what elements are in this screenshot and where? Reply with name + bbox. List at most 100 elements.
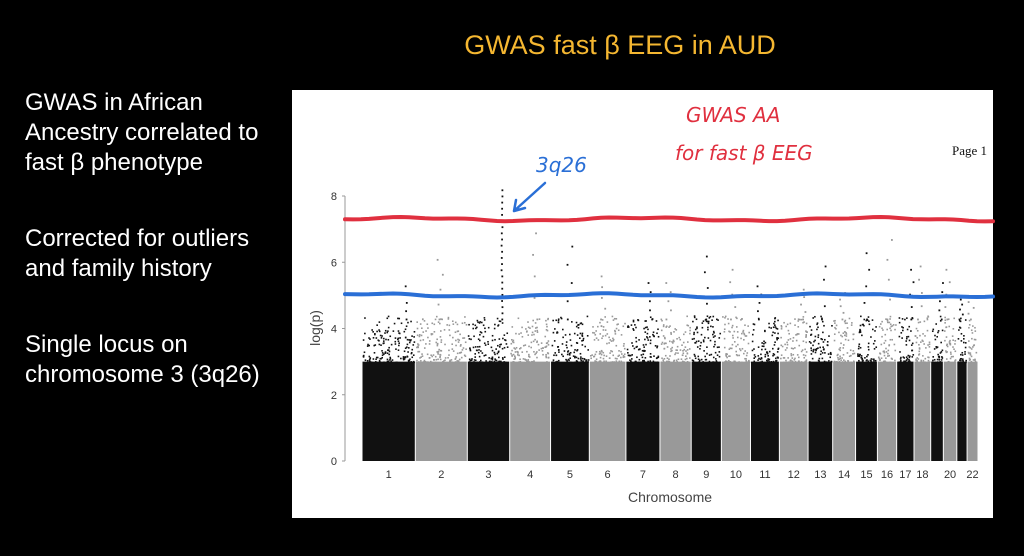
snp-point <box>761 345 764 347</box>
snp-point <box>730 318 732 321</box>
snp-point <box>730 361 732 364</box>
snp-point <box>873 358 875 361</box>
snp-point <box>368 337 370 339</box>
snp-point <box>959 359 961 362</box>
snp-point <box>889 361 891 364</box>
snp-point <box>484 327 486 330</box>
snp-point <box>518 333 520 335</box>
dense-points-band <box>721 361 750 461</box>
snp-point <box>470 338 472 341</box>
snp-point <box>485 360 487 362</box>
snp-point <box>450 359 453 361</box>
snp-point <box>946 318 949 321</box>
snp-point <box>957 338 960 340</box>
snp-point <box>800 303 802 306</box>
snp-point <box>611 361 614 363</box>
snp-point <box>670 350 672 353</box>
snp-point <box>579 361 581 364</box>
snp-point <box>609 339 612 341</box>
snp-point <box>936 358 939 361</box>
snp-point <box>527 326 530 329</box>
snp-point <box>556 346 559 348</box>
snp-point <box>498 338 501 340</box>
snp-point <box>671 341 673 343</box>
snp-point <box>526 360 529 363</box>
snp-point <box>753 354 756 356</box>
snp-point <box>405 325 408 328</box>
snp-point <box>949 351 952 354</box>
snp-point <box>824 352 826 354</box>
snp-point <box>768 361 770 363</box>
snp-point <box>620 356 622 359</box>
snp-point <box>488 357 490 359</box>
snp-point <box>514 348 517 350</box>
snp-point <box>795 339 798 342</box>
snp-point <box>684 358 687 361</box>
snp-point <box>400 322 403 325</box>
snp-point <box>479 331 482 333</box>
snp-point <box>464 316 466 318</box>
snp-point <box>713 331 715 334</box>
snp-point <box>576 334 579 336</box>
snp-point <box>516 354 519 356</box>
x-tick-label: 20 <box>944 469 956 481</box>
snp-point <box>566 346 568 349</box>
snp-point <box>825 361 827 363</box>
chromosome-6-points <box>589 275 626 461</box>
snp-point <box>626 326 629 328</box>
snp-point <box>761 360 763 363</box>
snp-point <box>965 359 967 362</box>
snp-point <box>738 361 741 363</box>
bullet-list: GWAS in African Ancestry correlated to f… <box>25 88 290 436</box>
snp-point <box>661 341 664 344</box>
snp-point <box>884 339 887 342</box>
snp-point <box>924 357 927 360</box>
snp-point <box>417 344 420 346</box>
snp-point <box>815 348 818 350</box>
snp-point <box>491 339 494 342</box>
snp-point <box>787 329 790 332</box>
snp-point <box>656 345 659 348</box>
snp-point <box>487 326 490 329</box>
snp-point <box>724 323 726 326</box>
snp-point <box>972 325 974 327</box>
snp-point <box>717 319 719 321</box>
snp-point <box>617 355 620 357</box>
snp-point <box>622 354 625 357</box>
snp-point <box>676 349 678 352</box>
snp-point <box>702 320 705 323</box>
snp-point <box>891 358 893 360</box>
snp-point <box>496 344 499 347</box>
snp-point <box>481 361 484 364</box>
snp-point <box>557 321 560 324</box>
snp-point <box>638 361 640 364</box>
snp-point <box>947 360 950 363</box>
snp-point <box>600 349 603 352</box>
snp-point <box>952 339 954 341</box>
snp-point <box>470 361 473 364</box>
snp-point <box>945 358 948 360</box>
snp-point <box>582 360 584 362</box>
snp-point <box>666 346 669 348</box>
snp-point <box>810 329 813 331</box>
snp-point <box>953 317 956 320</box>
snp-point <box>821 320 824 323</box>
snp-point <box>842 332 845 334</box>
snp-point <box>695 340 698 343</box>
snp-point <box>911 356 914 358</box>
snp-point <box>421 355 424 357</box>
snp-point <box>675 352 677 354</box>
x-tick-label: 16 <box>881 469 893 481</box>
snp-point <box>804 311 807 313</box>
snp-point <box>672 360 675 363</box>
snp-point <box>786 323 789 326</box>
snp-point <box>364 317 366 319</box>
snp-point <box>702 339 705 341</box>
snp-point <box>551 344 554 347</box>
snp-point <box>581 335 584 337</box>
snp-point <box>776 328 779 330</box>
snp-point <box>866 318 868 321</box>
snp-point <box>571 321 573 323</box>
snp-point <box>371 329 373 331</box>
snp-point <box>654 345 657 347</box>
